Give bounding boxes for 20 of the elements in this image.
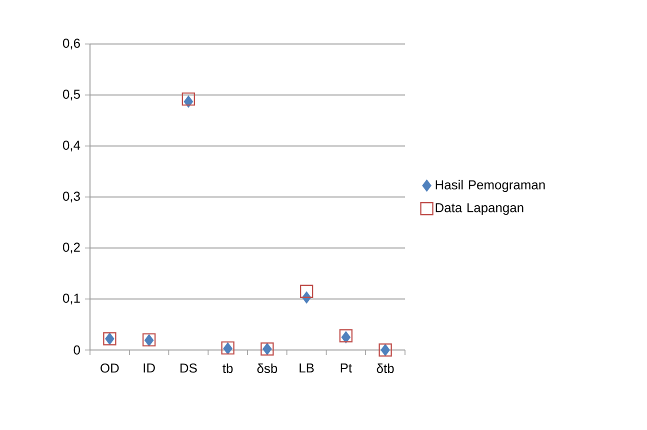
y-tick-label: 0,5 xyxy=(62,90,80,100)
x-tick-label: LB xyxy=(300,364,314,372)
y-tick-label: 0,3 xyxy=(62,192,80,202)
y-tick-label: 0 xyxy=(74,345,80,355)
legend-label: Hasil Pemograman xyxy=(436,180,545,192)
x-tick-label: ID xyxy=(144,364,155,372)
x-tick-label: δsb xyxy=(257,364,278,374)
x-tick-label: OD xyxy=(100,364,119,373)
y-tick-label: 0,2 xyxy=(62,242,80,254)
point xyxy=(300,284,314,298)
y-tick-label: 0,4 xyxy=(62,140,80,152)
x-tick-label: Pt xyxy=(340,364,352,373)
x-tick-label: DS xyxy=(180,364,197,373)
point xyxy=(182,92,196,106)
legend-label: Data Lapangan xyxy=(436,203,524,215)
point xyxy=(184,95,194,108)
y-tick-label: 0,1 xyxy=(62,294,80,304)
x-tick-label: tb xyxy=(222,364,233,374)
x-tick-label: δtb xyxy=(376,364,394,374)
y-tick-label: 0,6 xyxy=(62,38,80,50)
